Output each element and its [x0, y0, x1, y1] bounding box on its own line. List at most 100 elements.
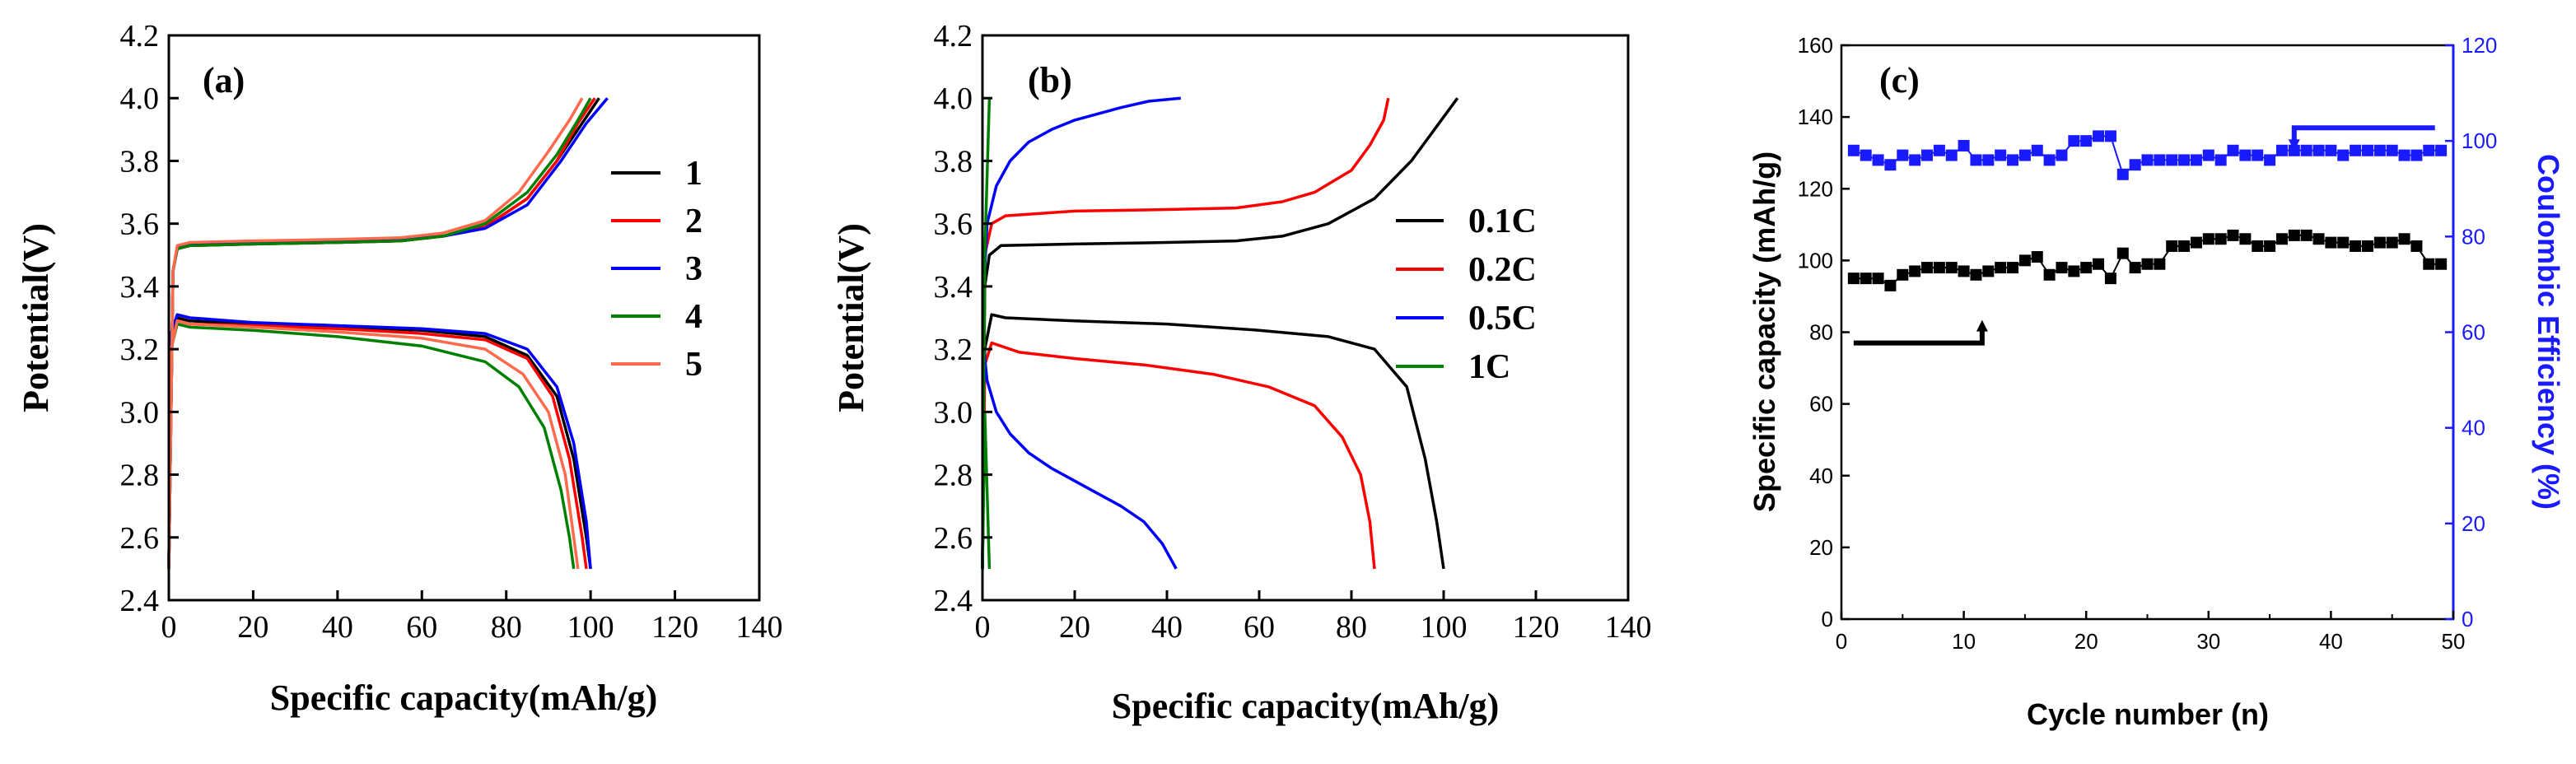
panel-c-point-0	[2312, 233, 2325, 245]
panel-c-label: (c)	[1879, 60, 1920, 100]
panel-c-point-0	[2007, 262, 2019, 274]
panel-c-point-0	[2300, 229, 2312, 241]
panel-c-ytick-right-label: 60	[2462, 320, 2485, 345]
panel-c-point-1	[2141, 154, 2154, 166]
panel-c-xtick-label: 30	[2196, 629, 2220, 654]
panel-c-xtick-label: 0	[1836, 629, 1847, 654]
panel-b-ytick-label: 3.8	[934, 144, 973, 179]
panel-a-charge-curve-4	[167, 97, 584, 569]
panel-c-point-0	[1872, 273, 1884, 285]
panel-c-point-1	[2312, 144, 2325, 156]
panel-b-discharge-curve-0	[981, 313, 1445, 570]
panel-b-label: (b)	[1028, 60, 1072, 100]
panel-a-ytick-label: 3.6	[120, 207, 160, 242]
panel-c-point-0	[2423, 258, 2435, 270]
panel-a-legend-label: 4	[685, 298, 702, 336]
panel-b-ylabel: Potential(V)	[831, 223, 871, 412]
panel-c-point-1	[2031, 144, 2043, 156]
panel-c-point-1	[2300, 144, 2312, 156]
panel-b-ytick-label: 2.6	[934, 521, 973, 556]
panel-c-point-1	[2093, 130, 2105, 142]
panel-b-ytick-label: 2.8	[934, 459, 973, 493]
panel-a-charge-curve-3	[167, 97, 592, 569]
panel-c-point-0	[2129, 262, 2141, 274]
panel-c-point-1	[2116, 168, 2129, 180]
panel-b-xtick-label: 60	[1244, 610, 1275, 645]
panel-a-discharge-curve-2	[167, 313, 592, 570]
panel-b-ytick-label: 3.0	[934, 395, 973, 430]
panel-c-point-0	[2190, 236, 2202, 249]
panel-c-point-0	[2116, 247, 2129, 259]
panel-c-ytick-label: 120	[1798, 176, 1833, 201]
panel-a: 0 20 40 60 80 100 120 140 2.4 2.6 2.8 3.0 3.2 3.4 3.6 3…	[16, 19, 783, 718]
panel-b-charge-curve-0	[981, 97, 1459, 569]
panel-c-ytick-right-label: 80	[2462, 224, 2485, 249]
panel-c-point-0	[1958, 265, 1970, 277]
panel-c-point-1	[2178, 154, 2191, 166]
panel-a-xtick-label: 140	[736, 610, 783, 645]
panel-c-ytick-label: 60	[1809, 392, 1833, 417]
panel-b-xtick-label: 80	[1336, 610, 1367, 645]
panel-c-xtick-label: 10	[1952, 629, 1976, 654]
panel-c-frame	[1840, 44, 2455, 621]
panel-c-ytick-label: 0	[1822, 607, 1833, 631]
panel-c-point-0	[1909, 265, 1921, 277]
panel-c-point-0	[1995, 262, 2007, 274]
panel-c-xtick-label: 40	[2319, 629, 2343, 654]
panel-c-point-0	[2166, 240, 2178, 252]
panel-c-point-0	[2264, 240, 2276, 252]
panel-a-discharge-curve-3	[167, 322, 576, 570]
panel-c-point-0	[2252, 240, 2264, 252]
panel-a-legend: 1 2 3 4 5	[611, 155, 702, 384]
panel-b-frame	[981, 34, 1630, 602]
panel-a-xtick-label: 80	[491, 610, 522, 645]
panel-c-ytick-label: 40	[1809, 464, 1833, 488]
panel-a-charge-curve-1	[167, 97, 596, 569]
panel-b-legend-label: 1C	[1468, 348, 1510, 386]
panel-c-point-0	[2337, 236, 2350, 249]
panel-c-point-1	[2043, 154, 2056, 166]
panel-b-charge-curve-2	[981, 96, 1181, 569]
panel-c: 0 10 20 30 40 5002040608010012014016002040608…	[1748, 33, 2565, 731]
panel-c-point-0	[2031, 251, 2043, 263]
panel-c-point-0	[1921, 262, 1934, 274]
panel-c-point-1	[2056, 149, 2068, 161]
panel-c-point-0	[2275, 233, 2288, 245]
panel-c-point-0	[2178, 240, 2191, 252]
panel-c-point-1	[2239, 149, 2252, 161]
panel-c-point-1	[2166, 154, 2178, 166]
panel-c-point-0	[2398, 233, 2410, 245]
panel-c-point-0	[2410, 240, 2423, 252]
panel-a-ytick-label: 3.0	[120, 395, 160, 430]
panel-a-xlabel: Specific capacity(mAh/g)	[270, 678, 657, 718]
panel-c-point-1	[2129, 159, 2141, 171]
panel-b-xtick-label: 40	[1151, 610, 1183, 645]
panel-c-point-1	[2018, 149, 2031, 161]
panel-a-ytick-label: 2.8	[120, 459, 160, 493]
panel-b-charge-curve-1	[981, 97, 1390, 569]
panel-c-point-0	[2373, 236, 2386, 249]
panel-a-legend-label: 1	[685, 155, 702, 193]
panel-b-ytick-label: 3.6	[934, 207, 973, 242]
panel-b-legend-label: 0.2C	[1468, 251, 1537, 289]
panel-a-discharge-curve-4	[167, 319, 580, 570]
panel-c-ytick-label: 100	[1798, 248, 1833, 273]
panel-c-ytick-right-label: 0	[2462, 607, 2473, 631]
panel-a-xtick-label: 100	[567, 610, 614, 645]
panel-a-legend-label: 2	[685, 203, 702, 240]
panel-c-point-1	[2007, 154, 2019, 166]
panel-b-ytick-label: 4.2	[934, 19, 973, 54]
panel-c-point-0	[2141, 258, 2154, 270]
panel-a-xtick-label: 60	[406, 610, 437, 645]
panel-c-point-1	[2275, 144, 2288, 156]
panel-a-frame	[167, 34, 761, 602]
panel-c-point-1	[2350, 144, 2362, 156]
panel-c-ytick-label: 160	[1798, 33, 1833, 58]
panel-c-point-1	[2227, 144, 2239, 156]
panel-a-label: (a)	[203, 60, 245, 100]
panel-c-point-1	[2190, 154, 2202, 166]
panel-c-point-0	[1970, 268, 1982, 281]
panel-b-xtick-label: 20	[1059, 610, 1090, 645]
panel-c-point-0	[2239, 233, 2252, 245]
